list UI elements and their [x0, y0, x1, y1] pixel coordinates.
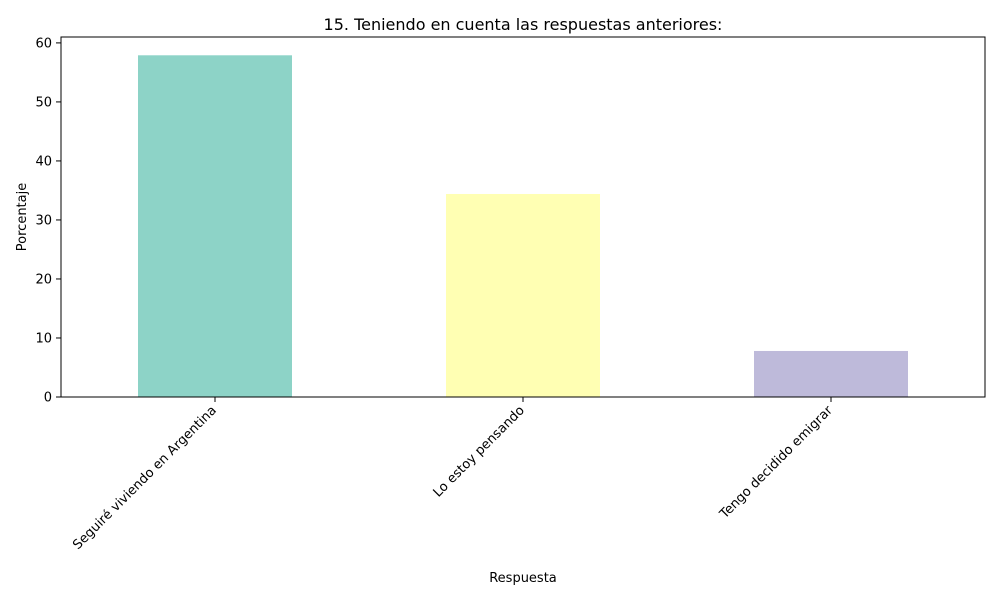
x-tick-label-1: Seguiré viviendo en Argentina: [70, 403, 220, 553]
bars-group: [138, 55, 908, 398]
x-axis: Seguiré viviendo en Argentina Lo estoy pe…: [70, 397, 836, 553]
plot-frame: [60, 36, 986, 398]
y-tick-label-50: 50: [35, 95, 52, 110]
y-tick-label-10: 10: [35, 331, 52, 346]
x-tick-label-2: Lo estoy pensando: [431, 403, 528, 500]
x-axis-label: Respuesta: [489, 571, 557, 586]
y-tick-label-30: 30: [35, 213, 52, 228]
bar-2: [446, 193, 600, 397]
y-tick-label-0: 0: [44, 391, 52, 406]
y-tick-label-40: 40: [35, 154, 52, 169]
y-axis-label: Porcentaje: [15, 183, 30, 251]
y-tick-label-60: 60: [35, 36, 52, 51]
y-axis: 0 10 20 30 40 50 60: [35, 36, 61, 406]
y-tick-label-20: 20: [35, 272, 52, 287]
x-tick-label-3: Tengo decidido emigrar: [717, 403, 837, 523]
chart-title: 15. Teniendo en cuenta las respuestas an…: [324, 15, 723, 34]
bar-1: [138, 55, 292, 398]
bar-3: [754, 350, 908, 397]
